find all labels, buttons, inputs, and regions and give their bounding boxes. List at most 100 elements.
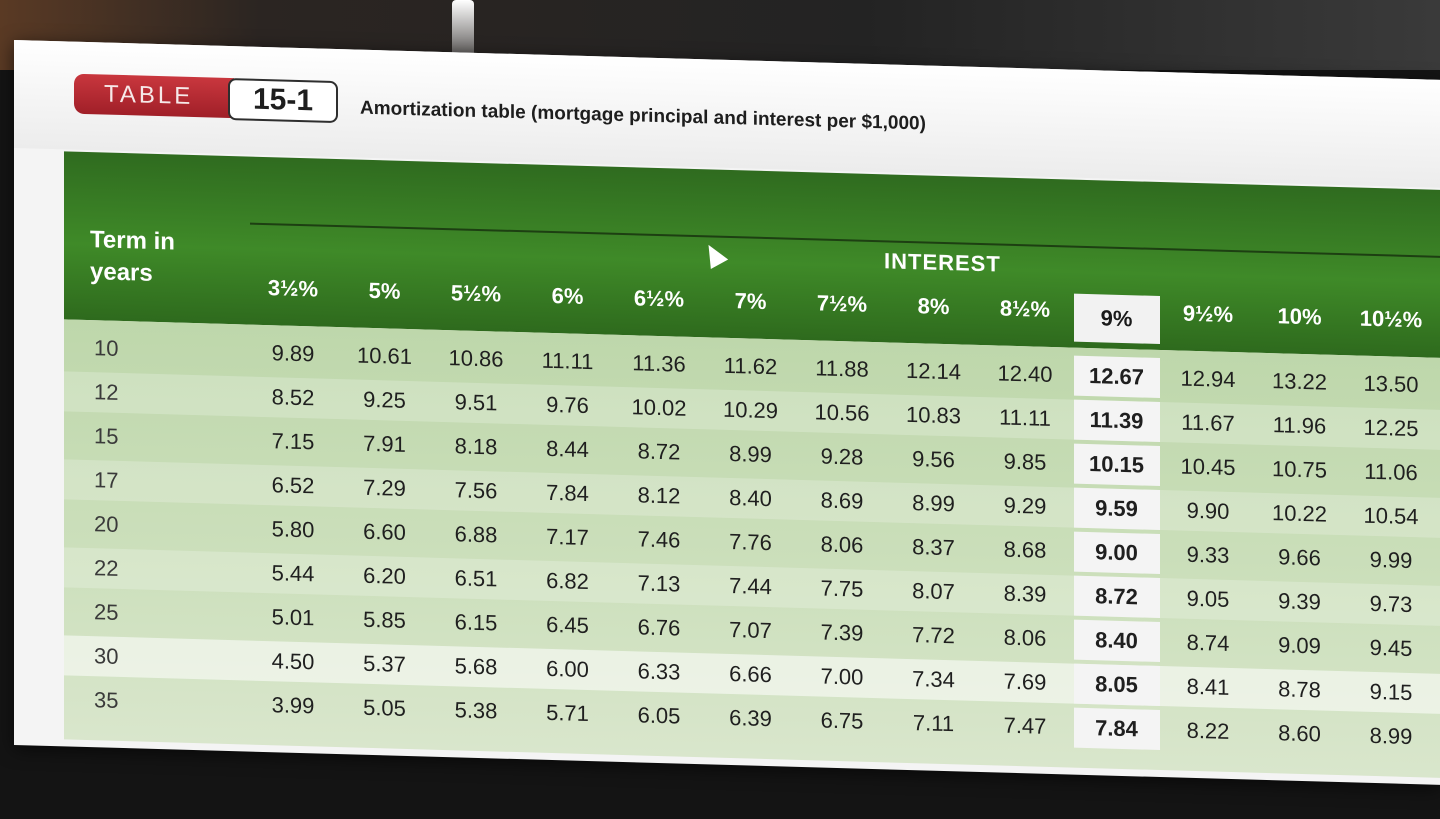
payment-cell: 5.37: [363, 650, 406, 677]
payment-cell: 7.39: [820, 619, 864, 646]
payment-cell: 7.84: [546, 479, 589, 507]
payment-cell: 7.34: [912, 666, 955, 693]
rate-header: 9½%: [1182, 300, 1234, 328]
payment-cell: 8.44: [546, 435, 589, 463]
payment-cell: 5.80: [271, 516, 315, 543]
payment-cell: 9.89: [271, 340, 315, 367]
payment-cell: 6.76: [637, 614, 681, 641]
payment-cell: 7.15: [271, 428, 315, 455]
payment-cell: 10.22: [1271, 500, 1328, 527]
term-cell: 22: [94, 555, 119, 581]
payment-cell: 9.39: [1278, 588, 1321, 615]
payment-cell: 9.51: [454, 389, 498, 416]
payment-cell: 7.46: [637, 526, 681, 553]
payment-cell: 8.39: [1003, 580, 1047, 607]
payment-cell: 6.88: [454, 521, 498, 548]
payment-cell: 10.02: [631, 394, 687, 421]
payment-cell: 6.66: [729, 660, 772, 688]
payment-cell: 10.56: [814, 399, 870, 426]
table-title: Amortization table (mortgage principal a…: [360, 97, 926, 135]
interest-divider: [250, 222, 1440, 258]
payment-cell: 11.67: [1181, 409, 1235, 437]
payment-cell: 7.69: [1003, 668, 1047, 695]
payment-cell: 12.40: [997, 360, 1053, 388]
payment-cell: 8.18: [454, 433, 498, 460]
payment-cell: 10.45: [1180, 453, 1236, 481]
payment-cell: 6.82: [546, 567, 589, 595]
payment-cell: 5.05: [363, 694, 406, 721]
payment-cell: 9.76: [546, 391, 589, 419]
payment-cell: 13.22: [1271, 368, 1328, 395]
payment-cell: 9.33: [1186, 541, 1230, 568]
table-label: TABLE: [74, 73, 234, 119]
term-cell: 15: [94, 423, 119, 449]
payment-cell: 8.69: [820, 487, 864, 514]
payment-cell: 6.39: [729, 704, 772, 732]
rate-header: 6%: [551, 283, 584, 309]
payment-cell: 5.71: [546, 699, 589, 727]
payment-cell: 9.85: [1003, 448, 1047, 475]
term-cell: 17: [94, 467, 119, 493]
payment-cell: 7.91: [363, 430, 406, 457]
payment-cell: 9.25: [363, 386, 406, 413]
payment-cell: 5.85: [363, 606, 406, 633]
payment-cell: 10.29: [722, 396, 779, 424]
payment-cell: 6.05: [637, 702, 681, 729]
term-cell: 20: [94, 511, 119, 537]
payment-cell: 8.40: [1073, 619, 1160, 662]
payment-cell: 7.84: [1073, 707, 1160, 750]
payment-cell: 9.73: [1369, 590, 1413, 618]
payment-cell: 9.99: [1369, 546, 1413, 574]
payment-cell: 9.90: [1186, 497, 1230, 524]
screen-glare: [452, 0, 474, 60]
payment-cell: 6.33: [637, 658, 681, 685]
amortization-table: Term in years INTEREST 3½% 5% 5½% 6% 6½% 7% 7½…: [64, 151, 1440, 778]
textbook-page: TABLE 15-1 Amortization table (mortgage …: [14, 40, 1440, 785]
rate-header: 10½%: [1359, 305, 1423, 333]
payment-cell: 8.07: [912, 578, 955, 605]
payment-cell: 10.61: [356, 342, 413, 370]
payment-cell: 9.56: [912, 446, 955, 473]
payment-cell: 5.68: [454, 653, 498, 680]
payment-cell: 7.56: [454, 477, 498, 504]
term-cell: 12: [94, 379, 119, 405]
rate-header: 8½%: [999, 295, 1051, 322]
payment-cell: 8.74: [1186, 629, 1230, 656]
payment-cell: 8.05: [1073, 663, 1160, 706]
payment-cell: 6.75: [820, 707, 864, 734]
payment-cell: 11.88: [815, 355, 869, 382]
payment-cell: 8.12: [637, 482, 681, 509]
payment-cell: 12.94: [1180, 365, 1236, 393]
mouse-pointer-icon: [699, 240, 729, 269]
payment-cell: 9.66: [1278, 544, 1321, 571]
rate-header: 5%: [368, 277, 401, 304]
table-body: 10 9.89 10.61 10.86 11.11 11.36 11.62 11.88 12.1…: [64, 319, 1440, 778]
payment-cell: 7.76: [729, 528, 772, 556]
payment-cell: 8.99: [1369, 722, 1413, 750]
payment-cell: 12.14: [905, 357, 962, 385]
payment-cell: 8.52: [271, 384, 315, 411]
payment-cell: 7.00: [820, 663, 864, 690]
payment-cell: 10.75: [1271, 456, 1328, 483]
payment-cell: 8.41: [1186, 673, 1230, 700]
payment-cell: 7.13: [637, 570, 681, 597]
payment-cell: 4.50: [271, 648, 315, 675]
payment-cell: 8.06: [820, 531, 864, 558]
payment-cell: 9.29: [1003, 492, 1047, 519]
payment-cell: 3.99: [271, 692, 315, 719]
payment-cell: 12.25: [1363, 414, 1419, 442]
payment-cell: 9.09: [1278, 632, 1321, 659]
payment-cell: 10.83: [905, 401, 962, 429]
rate-header: 3½%: [267, 275, 319, 302]
payment-cell: 9.28: [820, 443, 864, 470]
payment-cell: 10.15: [1073, 443, 1160, 486]
rate-header: 6½%: [633, 285, 685, 312]
payment-cell: 6.60: [363, 518, 406, 545]
term-cell: 25: [94, 599, 119, 625]
rate-header: 7%: [734, 288, 767, 315]
payment-cell: 10.86: [448, 345, 504, 372]
payment-cell: 8.37: [912, 534, 955, 561]
payment-cell: 11.11: [999, 404, 1051, 431]
payment-cell: 8.60: [1278, 720, 1321, 747]
payment-cell: 7.44: [729, 572, 772, 600]
